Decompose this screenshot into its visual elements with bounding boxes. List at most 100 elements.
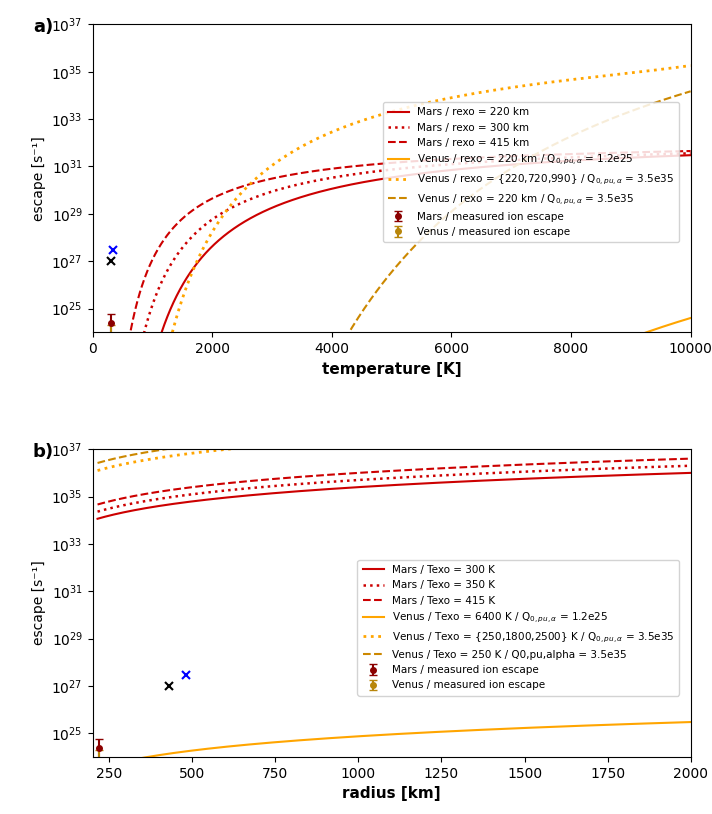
Venus / rexo = {220,720,990} / Q$_{0, pu, \alpha}$ = 3.5e35 (159, 365, 168, 375)
Line: Venus / rexo = 220 km / Q$_{0, pu, \alpha}$ = 3.5e35: Venus / rexo = 220 km / Q$_{0, pu, \alph… (95, 91, 691, 814)
Venus / Texo = 6400 K / Q$_{0, pu, \alpha}$ = 1.2e25 (560, 721, 569, 731)
Mars / rexo = 300 km (686, 148, 695, 158)
Venus / Texo = {250,1800,2500} K / Q$_{0, pu, \alpha}$ = 3.5e35 (686, 420, 695, 430)
Mars / Texo = 415 K (93, 500, 102, 510)
Mars / rexo = 220 km (159, 322, 168, 332)
Venus / Texo = {250,1800,2500} K / Q$_{0, pu, \alpha}$ = 3.5e35 (669, 420, 678, 430)
Venus / rexo = 220 km / Q$_{0, pu, \alpha}$ = 1.2e25 (345, 554, 354, 563)
Mars / rexo = 300 km (159, 274, 168, 283)
Mars / Texo = 300 K (686, 468, 695, 478)
Line: Mars / rexo = 220 km: Mars / rexo = 220 km (95, 155, 691, 814)
Mars / Texo = 415 K (686, 453, 695, 463)
Mars / Texo = 415 K (366, 467, 375, 477)
Venus / rexo = 220 km / Q$_{0, pu, \alpha}$ = 1.2e25 (675, 317, 684, 326)
Mars / rexo = 415 km (159, 235, 168, 245)
Mars / Texo = 415 K (560, 458, 569, 468)
Venus / rexo = 220 km / Q$_{0, pu, \alpha}$ = 3.5e35 (611, 112, 619, 122)
Line: Venus / rexo = {220,720,990} / Q$_{0, pu, \alpha}$ = 3.5e35: Venus / rexo = {220,720,990} / Q$_{0, pu… (95, 66, 691, 814)
Line: Mars / rexo = 415 km: Mars / rexo = 415 km (95, 151, 691, 814)
Legend: Mars / rexo = 220 km, Mars / rexo = 300 km, Mars / rexo = 415 km, Venus / rexo =: Mars / rexo = 220 km, Mars / rexo = 300 … (383, 102, 679, 243)
Mars / rexo = 220 km (320, 186, 328, 195)
Mars / rexo = 415 km (611, 148, 619, 158)
Venus / Texo = 6400 K / Q$_{0, pu, \alpha}$ = 1.2e25 (686, 717, 695, 727)
Venus / Texo = {250,1800,2500} K / Q$_{0, pu, \alpha}$ = 3.5e35 (382, 432, 390, 442)
Venus / Texo = 250 K / Q0,pu,alpha = 3.5e35 (382, 425, 390, 435)
Mars / Texo = 415 K (669, 454, 678, 464)
Venus / Texo = {250,1800,2500} K / Q$_{0, pu, \alpha}$ = 3.5e35 (366, 433, 375, 443)
Venus / Texo = 250 K / Q0,pu,alpha = 3.5e35 (93, 458, 102, 468)
Venus / rexo = 220 km / Q$_{0, pu, \alpha}$ = 1.2e25 (686, 313, 695, 323)
Mars / rexo = 415 km (194, 201, 203, 211)
Mars / rexo = 220 km (686, 151, 695, 160)
Line: Venus / Texo = 250 K / Q0,pu,alpha = 3.5e35: Venus / Texo = 250 K / Q0,pu,alpha = 3.5… (98, 417, 691, 463)
Venus / rexo = {220,720,990} / Q$_{0, pu, \alpha}$ = 3.5e35 (320, 131, 328, 141)
Mars / rexo = 300 km (611, 151, 619, 160)
Mars / Texo = 350 K (560, 465, 569, 475)
Venus / rexo = {220,720,990} / Q$_{0, pu, \alpha}$ = 3.5e35 (686, 61, 695, 71)
Venus / Texo = 6400 K / Q$_{0, pu, \alpha}$ = 1.2e25 (124, 755, 132, 765)
Venus / rexo = {220,720,990} / Q$_{0, pu, \alpha}$ = 3.5e35 (194, 252, 203, 262)
Mars / Texo = 300 K (382, 480, 390, 490)
Mars / rexo = 300 km (320, 174, 328, 184)
Venus / Texo = {250,1800,2500} K / Q$_{0, pu, \alpha}$ = 3.5e35 (669, 420, 677, 430)
Line: Venus / Texo = {250,1800,2500} K / Q$_{0, pu, \alpha}$ = 3.5e35: Venus / Texo = {250,1800,2500} K / Q$_{0… (98, 425, 691, 470)
Venus / Texo = 6400 K / Q$_{0, pu, \alpha}$ = 1.2e25 (366, 731, 375, 741)
Line: Venus / rexo = 220 km / Q$_{0, pu, \alpha}$ = 1.2e25: Venus / rexo = 220 km / Q$_{0, pu, \alph… (95, 318, 691, 814)
Mars / Texo = 350 K (669, 462, 677, 471)
Mars / rexo = 220 km (345, 180, 354, 190)
Venus / Texo = {250,1800,2500} K / Q$_{0, pu, \alpha}$ = 3.5e35 (124, 458, 132, 468)
Venus / Texo = {250,1800,2500} K / Q$_{0, pu, \alpha}$ = 3.5e35 (93, 466, 102, 475)
Mars / Texo = 300 K (124, 506, 132, 516)
Venus / rexo = 220 km / Q$_{0, pu, \alpha}$ = 3.5e35 (686, 86, 695, 96)
Mars / Texo = 300 K (669, 469, 678, 479)
Venus / rexo = 220 km / Q$_{0, pu, \alpha}$ = 1.2e25 (611, 339, 619, 349)
Line: Mars / rexo = 300 km: Mars / rexo = 300 km (95, 153, 691, 814)
Mars / Texo = 415 K (669, 454, 677, 464)
Mars / rexo = 220 km (611, 154, 619, 164)
Legend: Mars / Texo = 300 K, Mars / Texo = 350 K, Mars / Texo = 415 K, Venus / Texo = 64: Mars / Texo = 300 K, Mars / Texo = 350 K… (357, 560, 679, 696)
Mars / Texo = 415 K (124, 492, 132, 502)
Venus / rexo = 220 km / Q$_{0, pu, \alpha}$ = 1.2e25 (320, 601, 328, 610)
X-axis label: temperature [K]: temperature [K] (322, 361, 461, 377)
Venus / Texo = 6400 K / Q$_{0, pu, \alpha}$ = 1.2e25 (93, 763, 102, 772)
Mars / rexo = 300 km (345, 170, 354, 180)
Text: b): b) (33, 443, 54, 461)
Mars / Texo = 300 K (366, 482, 375, 492)
Text: a): a) (33, 18, 53, 37)
Mars / Texo = 415 K (382, 466, 390, 476)
Mars / rexo = 300 km (194, 225, 203, 235)
Venus / Texo = {250,1800,2500} K / Q$_{0, pu, \alpha}$ = 3.5e35 (560, 424, 569, 434)
Line: Mars / Texo = 350 K: Mars / Texo = 350 K (98, 466, 691, 512)
Venus / rexo = 220 km / Q$_{0, pu, \alpha}$ = 3.5e35 (345, 326, 354, 336)
Mars / Texo = 300 K (93, 514, 102, 523)
Venus / Texo = 6400 K / Q$_{0, pu, \alpha}$ = 1.2e25 (669, 718, 677, 728)
Line: Venus / Texo = 6400 K / Q$_{0, pu, \alpha}$ = 1.2e25: Venus / Texo = 6400 K / Q$_{0, pu, \alph… (98, 722, 691, 768)
Venus / Texo = 250 K / Q0,pu,alpha = 3.5e35 (686, 412, 695, 422)
Venus / Texo = 250 K / Q0,pu,alpha = 3.5e35 (669, 413, 677, 422)
Mars / Texo = 350 K (366, 475, 375, 484)
Venus / rexo = {220,720,990} / Q$_{0, pu, \alpha}$ = 3.5e35 (345, 120, 354, 130)
Venus / Texo = 250 K / Q0,pu,alpha = 3.5e35 (669, 413, 678, 422)
Venus / rexo = {220,720,990} / Q$_{0, pu, \alpha}$ = 3.5e35 (611, 70, 619, 80)
Mars / rexo = 220 km (675, 151, 684, 160)
Venus / rexo = 220 km / Q$_{0, pu, \alpha}$ = 3.5e35 (675, 90, 684, 100)
Venus / Texo = 6400 K / Q$_{0, pu, \alpha}$ = 1.2e25 (669, 718, 678, 728)
Mars / rexo = 415 km (686, 147, 695, 156)
Venus / Texo = 250 K / Q0,pu,alpha = 3.5e35 (124, 451, 132, 461)
Venus / Texo = 6400 K / Q$_{0, pu, \alpha}$ = 1.2e25 (382, 730, 390, 740)
Mars / Texo = 350 K (124, 500, 132, 510)
Mars / rexo = 415 km (345, 162, 354, 172)
Line: Mars / Texo = 415 K: Mars / Texo = 415 K (98, 458, 691, 505)
Y-axis label: escape [s⁻¹]: escape [s⁻¹] (32, 561, 46, 646)
Venus / Texo = 250 K / Q0,pu,alpha = 3.5e35 (560, 417, 569, 427)
Y-axis label: escape [s⁻¹]: escape [s⁻¹] (32, 136, 46, 221)
Mars / rexo = 415 km (675, 147, 684, 156)
Mars / rexo = 300 km (675, 149, 684, 159)
Mars / Texo = 350 K (93, 507, 102, 517)
Mars / Texo = 300 K (669, 469, 677, 479)
Mars / Texo = 350 K (382, 474, 390, 484)
Mars / Texo = 350 K (686, 461, 695, 470)
Venus / rexo = 220 km / Q$_{0, pu, \alpha}$ = 3.5e35 (320, 374, 328, 383)
Venus / rexo = {220,720,990} / Q$_{0, pu, \alpha}$ = 3.5e35 (675, 62, 684, 72)
Mars / rexo = 220 km (194, 256, 203, 266)
